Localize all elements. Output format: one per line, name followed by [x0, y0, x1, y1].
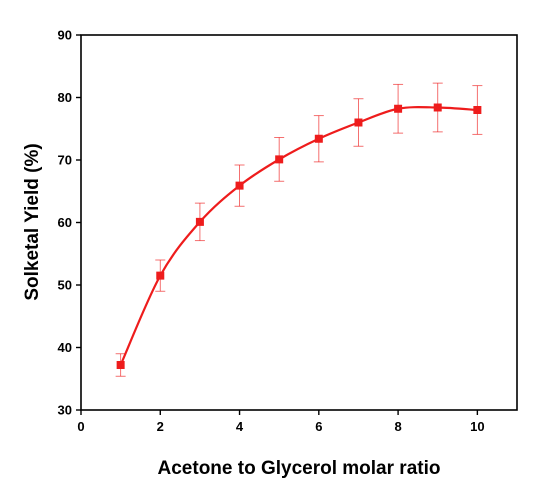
- x-tick-label: 8: [394, 419, 401, 434]
- y-tick-label: 40: [58, 340, 72, 355]
- series-line: [119, 106, 478, 366]
- y-axis-label: Solketal Yield (%): [22, 143, 43, 300]
- x-tick-label: 6: [315, 419, 322, 434]
- y-tick-label: 30: [58, 403, 72, 418]
- data-point: [156, 271, 165, 280]
- y-tick-label: 50: [58, 278, 72, 293]
- y-tick-label: 70: [58, 153, 72, 168]
- data-point: [433, 103, 442, 112]
- data-point: [354, 118, 363, 127]
- axis-ticks: 0 2 4 6 8 10 30 40 50 60 70 80 90: [58, 28, 485, 435]
- data-point: [116, 361, 125, 369]
- y-tick-label: 60: [58, 215, 72, 230]
- x-tick-label: 4: [236, 419, 244, 434]
- x-tick-label: 0: [77, 419, 84, 434]
- x-tick-label: 10: [470, 419, 484, 434]
- data-point: [314, 134, 323, 143]
- data-point: [275, 155, 284, 164]
- data-point: [394, 104, 403, 113]
- data-point: [235, 181, 244, 190]
- data-point: [473, 106, 482, 114]
- data-point: [195, 217, 204, 226]
- series-layer: [115, 82, 483, 377]
- y-tick-label: 80: [58, 90, 72, 105]
- x-axis-label: Acetone to Glycerol molar ratio: [158, 458, 441, 479]
- x-tick-label: 2: [157, 419, 164, 434]
- plot-frame: [80, 34, 518, 411]
- y-tick-label: 90: [58, 28, 72, 43]
